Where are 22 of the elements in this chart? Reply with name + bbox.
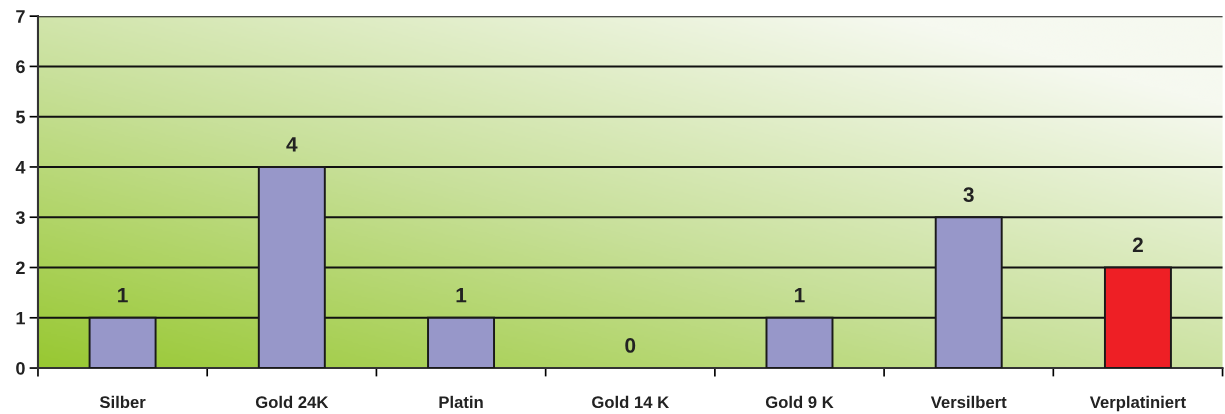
y-tick-label: 0 — [16, 361, 25, 375]
y-tick-label: 6 — [16, 60, 25, 74]
x-tick-label: Verplatiniert — [1089, 395, 1186, 412]
y-tick-label: 7 — [16, 10, 25, 23]
y-tick-label: 3 — [15, 211, 25, 224]
y-tick-label: 5 — [15, 110, 25, 124]
y-tick-label: 2 — [16, 261, 25, 275]
data-label: 4 — [286, 137, 298, 152]
data-label: 0 — [625, 338, 636, 353]
x-tick-label: Versilbert — [930, 395, 1007, 409]
data-label: 2 — [1132, 237, 1143, 253]
data-label: 1 — [795, 288, 805, 303]
x-tick-label: Gold 14 K — [592, 395, 670, 409]
x-tick-label: Gold 9 K — [765, 395, 834, 409]
data-label: 3 — [963, 187, 974, 203]
x-tick-label: Gold 24K — [255, 395, 329, 409]
y-tick-label: 4 — [15, 161, 26, 174]
data-label: 1 — [118, 288, 128, 303]
data-label: 1 — [456, 288, 467, 303]
y-tick-label: 1 — [16, 311, 25, 325]
x-tick-label: Platin — [439, 395, 483, 409]
x-tick-label: Silber — [99, 395, 146, 409]
